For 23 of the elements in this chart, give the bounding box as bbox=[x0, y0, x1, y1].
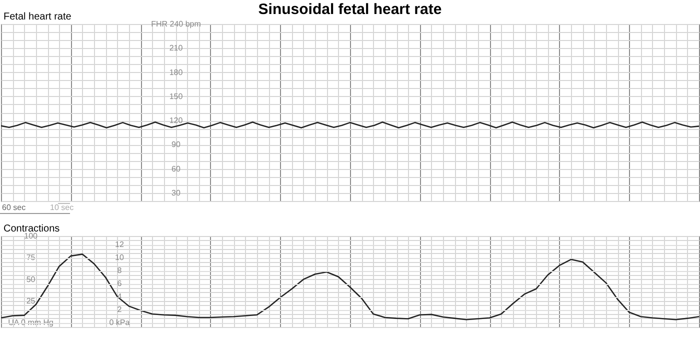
y-tick-label: 210 bbox=[169, 44, 184, 53]
text: 10 sec bbox=[50, 203, 74, 212]
y2-tick-label: 8 bbox=[117, 266, 122, 276]
text: 60 sec bbox=[2, 203, 26, 212]
y2-tick-label: 2 bbox=[117, 305, 122, 314]
y-axis-title: Contractions bbox=[4, 224, 60, 234]
chart-title: Sinusoidal fetal heart rate bbox=[257, 1, 443, 19]
y-tick-label: 180 bbox=[169, 68, 184, 77]
y2-tick-label: 10 bbox=[115, 253, 124, 262]
y-tick-label: 90 bbox=[172, 140, 181, 150]
y2-tick-label: 0 kPa bbox=[109, 318, 130, 328]
y-tick-label: 60 bbox=[172, 164, 181, 174]
y-tick-label: 150 bbox=[169, 92, 184, 101]
y-tick-label: 100 bbox=[24, 232, 38, 240]
y2-tick-label: 12 bbox=[115, 240, 124, 250]
y-tick-label: 50 bbox=[26, 274, 36, 284]
y-tick-label: FHR 240 bpm bbox=[151, 20, 202, 28]
y-tick-label: 120 bbox=[169, 116, 184, 126]
y-tick-label: 30 bbox=[172, 188, 181, 198]
line-series bbox=[1, 254, 699, 320]
y-axis-title: Fetal heart rate bbox=[4, 12, 72, 22]
y-tick-label: 25 bbox=[26, 296, 36, 306]
y2-tick-label: 6 bbox=[117, 279, 122, 288]
